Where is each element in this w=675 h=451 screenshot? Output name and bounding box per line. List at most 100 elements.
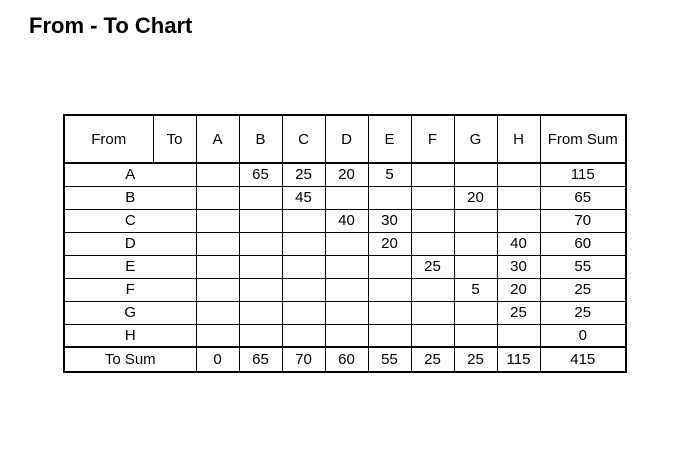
value-cell — [324, 277, 369, 302]
value-cell — [367, 300, 412, 325]
value-cell — [238, 277, 283, 302]
to-sum-cell: 55 — [367, 346, 412, 373]
value-cell — [324, 231, 369, 256]
value-cell — [238, 300, 283, 325]
value-cell — [238, 185, 283, 210]
value-cell — [238, 254, 283, 279]
table-row: C 40 30 70 — [63, 208, 627, 233]
value-cell: 20 — [453, 185, 498, 210]
value-cell — [281, 254, 326, 279]
from-axis-header: From — [63, 114, 154, 164]
value-cell — [410, 208, 455, 233]
to-sum-cell: 0 — [195, 346, 240, 373]
table-row: G 25 25 — [63, 300, 627, 325]
from-sum-cell: 25 — [539, 300, 627, 325]
table-row: F 5 20 25 — [63, 277, 627, 302]
value-cell — [281, 277, 326, 302]
row-label: H — [63, 323, 197, 348]
value-cell — [195, 231, 240, 256]
table-row: E 25 30 55 — [63, 254, 627, 279]
value-cell: 5 — [367, 162, 412, 187]
value-cell — [324, 323, 369, 348]
value-cell — [453, 231, 498, 256]
value-cell: 30 — [367, 208, 412, 233]
to-sum-cell: 70 — [281, 346, 326, 373]
value-cell — [324, 185, 369, 210]
to-sum-cell: 25 — [453, 346, 498, 373]
value-cell — [195, 162, 240, 187]
grand-total-cell: 415 — [539, 346, 627, 373]
value-cell — [410, 300, 455, 325]
value-cell — [496, 323, 541, 348]
column-header-f: F — [410, 114, 455, 164]
value-cell — [238, 231, 283, 256]
to-sum-label: To Sum — [63, 346, 197, 373]
value-cell: 20 — [367, 231, 412, 256]
value-cell — [367, 277, 412, 302]
value-cell: 5 — [453, 277, 498, 302]
from-to-table: From To A B C D E F G H From Sum A 65 25… — [63, 114, 627, 373]
column-header-b: B — [238, 114, 283, 164]
row-label: B — [63, 185, 197, 210]
table-row: A 65 25 20 5 115 — [63, 162, 627, 187]
row-label: F — [63, 277, 197, 302]
value-cell — [453, 300, 498, 325]
row-label: G — [63, 300, 197, 325]
value-cell: 65 — [238, 162, 283, 187]
value-cell — [195, 277, 240, 302]
value-cell — [281, 300, 326, 325]
from-sum-cell: 65 — [539, 185, 627, 210]
value-cell — [238, 323, 283, 348]
row-label: D — [63, 231, 197, 256]
value-cell — [496, 162, 541, 187]
row-label: C — [63, 208, 197, 233]
value-cell: 25 — [410, 254, 455, 279]
value-cell: 30 — [496, 254, 541, 279]
value-cell — [195, 208, 240, 233]
column-header-a: A — [195, 114, 240, 164]
to-sum-cell: 60 — [324, 346, 369, 373]
to-sum-cell: 115 — [496, 346, 541, 373]
value-cell — [367, 254, 412, 279]
value-cell — [238, 208, 283, 233]
from-sum-cell: 0 — [539, 323, 627, 348]
from-sum-cell: 70 — [539, 208, 627, 233]
to-sum-cell: 25 — [410, 346, 455, 373]
value-cell — [453, 323, 498, 348]
value-cell: 45 — [281, 185, 326, 210]
from-sum-cell: 25 — [539, 277, 627, 302]
to-sum-cell: 65 — [238, 346, 283, 373]
value-cell — [281, 323, 326, 348]
value-cell — [410, 277, 455, 302]
value-cell — [195, 300, 240, 325]
value-cell: 40 — [324, 208, 369, 233]
value-cell — [367, 323, 412, 348]
value-cell — [410, 185, 455, 210]
value-cell: 25 — [496, 300, 541, 325]
value-cell — [410, 323, 455, 348]
value-cell: 20 — [496, 277, 541, 302]
column-header-d: D — [324, 114, 369, 164]
value-cell — [453, 254, 498, 279]
from-sum-cell: 60 — [539, 231, 627, 256]
value-cell — [453, 162, 498, 187]
row-label: E — [63, 254, 197, 279]
value-cell: 20 — [324, 162, 369, 187]
value-cell — [410, 231, 455, 256]
value-cell — [496, 208, 541, 233]
value-cell — [195, 254, 240, 279]
value-cell — [324, 254, 369, 279]
from-sum-header: From Sum — [539, 114, 627, 164]
value-cell — [453, 208, 498, 233]
value-cell: 40 — [496, 231, 541, 256]
table-row: D 20 40 60 — [63, 231, 627, 256]
column-header-c: C — [281, 114, 326, 164]
value-cell — [410, 162, 455, 187]
value-cell — [367, 185, 412, 210]
value-cell — [195, 323, 240, 348]
value-cell — [281, 208, 326, 233]
value-cell — [281, 231, 326, 256]
column-header-g: G — [453, 114, 498, 164]
to-axis-header: To — [152, 114, 197, 164]
page-title: From - To Chart — [29, 13, 193, 38]
